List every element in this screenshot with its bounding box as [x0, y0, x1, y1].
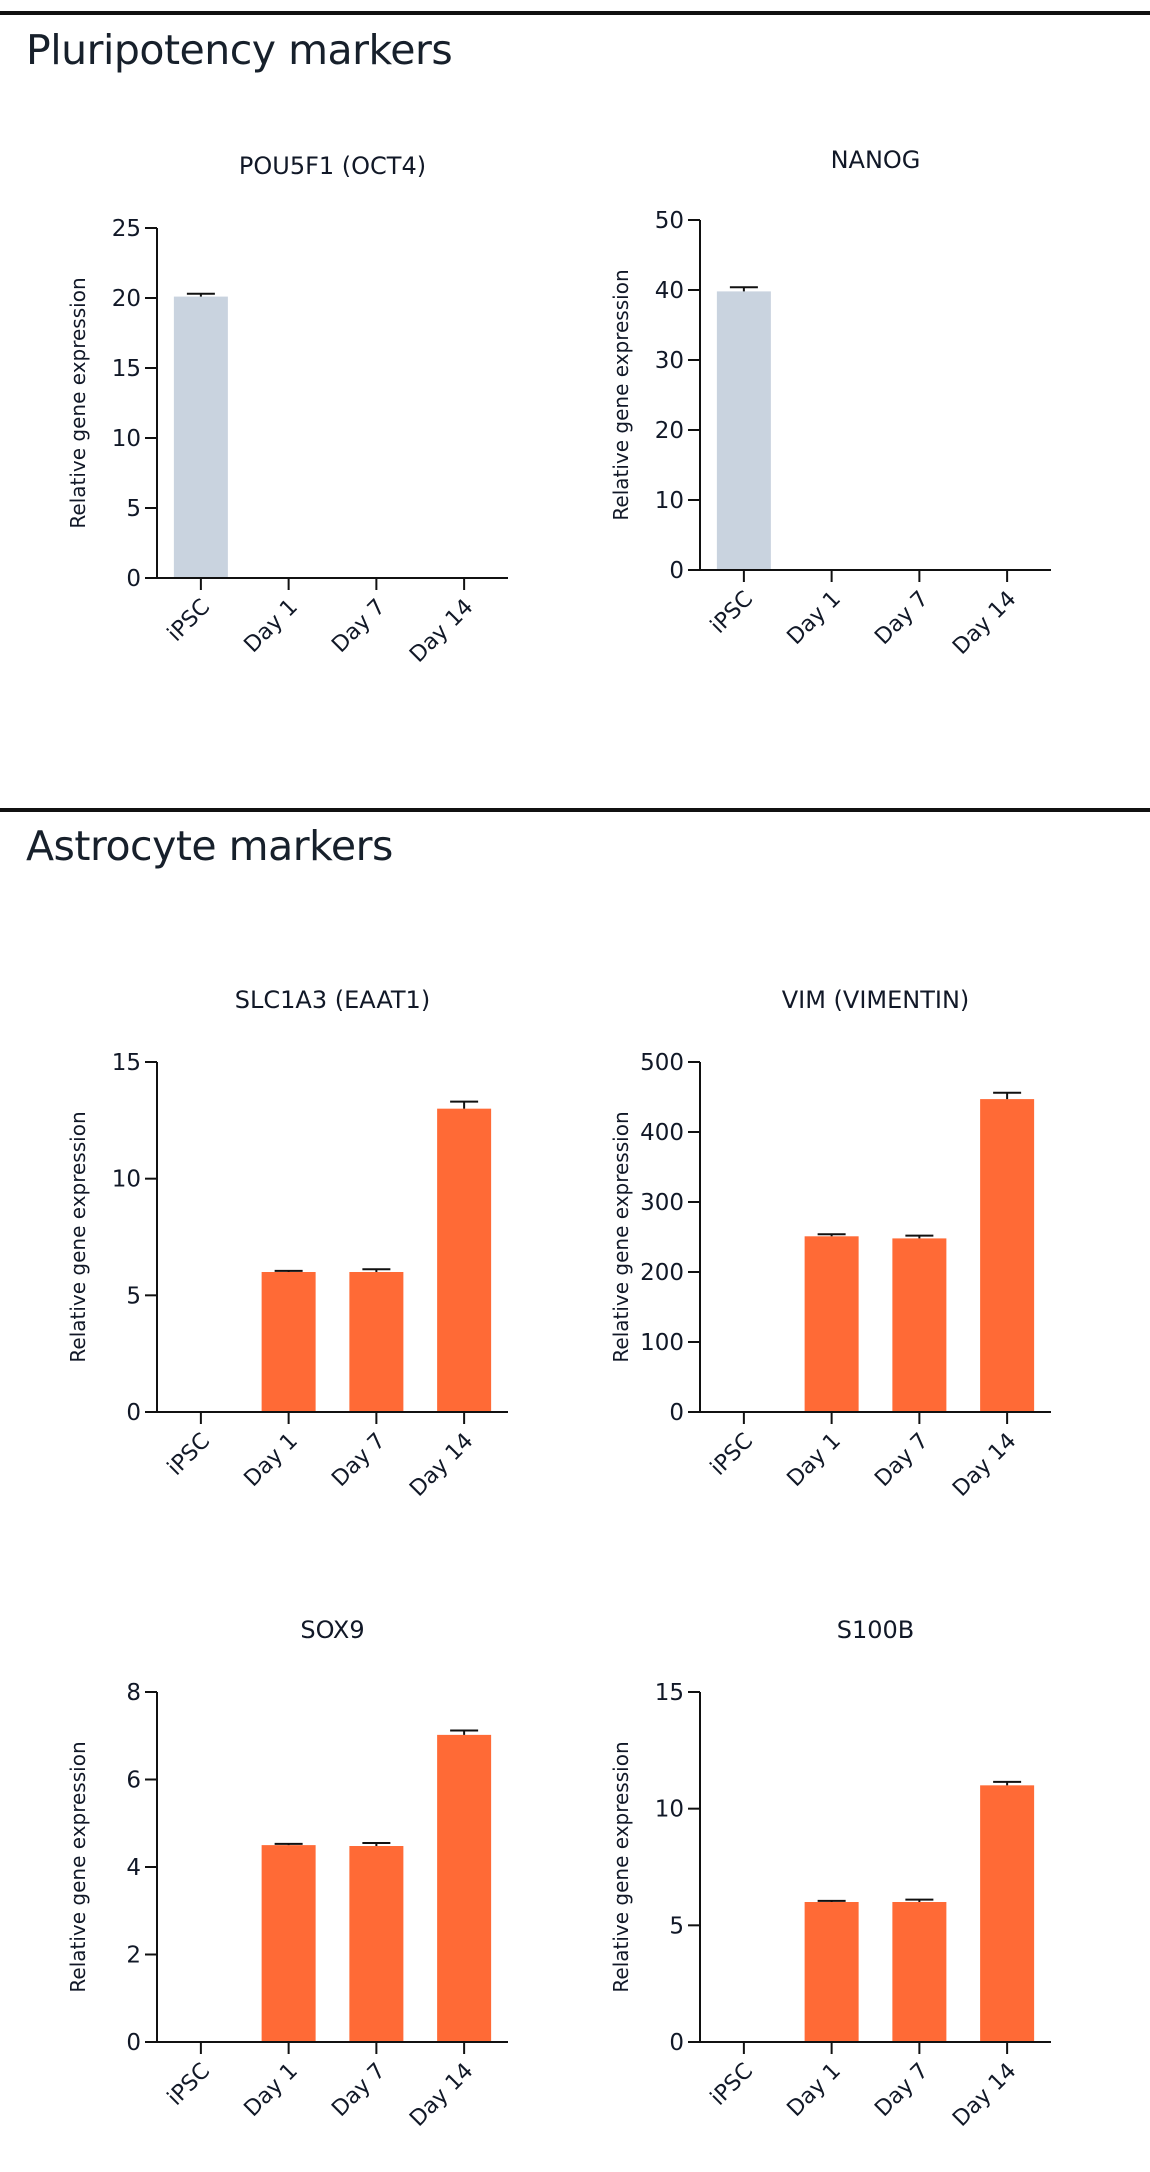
y-tick-label: 20	[112, 286, 141, 312]
y-tick-label: 15	[112, 1050, 141, 1076]
bar	[892, 1902, 947, 2042]
y-tick-label: 0	[126, 2030, 141, 2056]
x-tick-label: iPSC	[706, 2059, 758, 2111]
section-title-astrocyte: Astrocyte markers	[26, 822, 393, 870]
chart-title: S100B	[837, 1616, 915, 1644]
bar	[716, 291, 771, 570]
x-tick-label: Day 14	[405, 595, 478, 668]
chart-title: VIM (VIMENTIN)	[782, 986, 970, 1014]
y-tick-label: 0	[126, 566, 141, 592]
bar	[980, 1785, 1035, 2042]
bar	[261, 1272, 316, 1412]
x-tick-label: Day 14	[948, 1429, 1021, 1502]
section-divider-pluripotency	[0, 11, 1150, 15]
bar	[437, 1734, 492, 2042]
y-tick-label: 30	[655, 348, 684, 374]
y-tick-label: 0	[669, 2030, 684, 2056]
y-tick-label: 5	[126, 496, 141, 522]
chart-sox9: SOX9 Relative gene expression 0 2 4 6 8 iPSC Day…	[66, 1616, 508, 2132]
bar	[349, 1272, 404, 1412]
x-tick-label: Day 14	[405, 1429, 478, 1502]
y-tick-label: 0	[669, 1400, 684, 1426]
x-tick-label: Day 1	[240, 1429, 303, 1492]
y-tick-label: 2	[126, 1943, 141, 1969]
y-tick-label: 5	[126, 1283, 141, 1309]
chart-s100b: S100B Relative gene expression 0 5 10 15 iPSC D…	[609, 1616, 1051, 2132]
x-tick-label: Day 14	[948, 587, 1021, 660]
x-tick-label: Day 14	[405, 2059, 478, 2132]
y-tick-label: 5	[669, 1913, 684, 1939]
y-tick-label: 15	[655, 1680, 684, 1706]
bar	[980, 1099, 1035, 1412]
x-tick-label: Day 7	[870, 1429, 933, 1492]
y-axis-label: Relative gene expression	[609, 1111, 633, 1362]
y-axis-label: Relative gene expression	[66, 277, 90, 528]
y-tick-label: 0	[126, 1400, 141, 1426]
bar	[173, 296, 228, 578]
chart-pou5f1: POU5F1 (OCT4) Relative gene expression 0 5 1…	[66, 152, 508, 668]
y-axis-label: Relative gene expression	[66, 1741, 90, 1992]
x-tick-label: Day 7	[327, 2059, 390, 2122]
y-tick-label: 10	[112, 426, 141, 452]
x-tick-label: Day 1	[783, 2059, 846, 2122]
y-tick-label: 300	[640, 1190, 684, 1216]
chart-title: NANOG	[831, 146, 921, 174]
y-tick-label: 10	[655, 1797, 684, 1823]
chart-vim: VIM (VIMENTIN) Relative gene expression 0 1…	[609, 986, 1051, 1502]
x-tick-label: Day 1	[783, 587, 846, 650]
y-tick-label: 10	[112, 1167, 141, 1193]
y-tick-label: 8	[126, 1680, 141, 1706]
y-tick-label: 400	[640, 1120, 684, 1146]
y-tick-label: 15	[112, 356, 141, 382]
x-tick-label: Day 1	[240, 595, 303, 658]
y-tick-label: 4	[126, 1855, 141, 1881]
x-tick-label: iPSC	[163, 2059, 215, 2111]
bar	[349, 1846, 404, 2042]
y-tick-label: 0	[669, 558, 684, 584]
x-tick-label: Day 14	[948, 2059, 1021, 2132]
bar	[437, 1108, 492, 1412]
bar	[804, 1902, 859, 2042]
bar	[261, 1845, 316, 2042]
section-title-pluripotency: Pluripotency markers	[26, 26, 453, 74]
x-tick-label: iPSC	[163, 595, 215, 647]
x-tick-label: Day 7	[327, 1429, 390, 1492]
x-tick-label: iPSC	[706, 587, 758, 639]
y-tick-label: 100	[640, 1330, 684, 1356]
x-tick-label: iPSC	[163, 1429, 215, 1481]
y-tick-label: 25	[112, 216, 141, 242]
section-divider-astrocyte	[0, 808, 1150, 812]
chart-title: SLC1A3 (EAAT1)	[235, 986, 430, 1014]
y-tick-label: 50	[655, 208, 684, 234]
y-axis-label: Relative gene expression	[609, 269, 633, 520]
chart-slc1a3: SLC1A3 (EAAT1) Relative gene expression 0 5…	[66, 986, 508, 1502]
y-axis-label: Relative gene expression	[609, 1741, 633, 1992]
x-tick-label: Day 7	[870, 2059, 933, 2122]
y-tick-label: 200	[640, 1260, 684, 1286]
x-tick-label: Day 1	[783, 1429, 846, 1492]
x-tick-label: iPSC	[706, 1429, 758, 1481]
chart-title: SOX9	[300, 1616, 364, 1644]
y-tick-label: 6	[126, 1768, 141, 1794]
chart-title: POU5F1 (OCT4)	[239, 152, 426, 180]
y-tick-label: 20	[655, 418, 684, 444]
y-tick-label: 40	[655, 278, 684, 304]
chart-nanog: NANOG Relative gene expression 0 10 20 30 40 50…	[609, 146, 1051, 660]
bar	[804, 1236, 859, 1412]
x-tick-label: Day 7	[327, 595, 390, 658]
y-axis-label: Relative gene expression	[66, 1111, 90, 1362]
x-tick-label: Day 1	[240, 2059, 303, 2122]
bar	[892, 1238, 947, 1412]
x-tick-label: Day 7	[870, 587, 933, 650]
y-tick-label: 10	[655, 488, 684, 514]
y-tick-label: 500	[640, 1050, 684, 1076]
